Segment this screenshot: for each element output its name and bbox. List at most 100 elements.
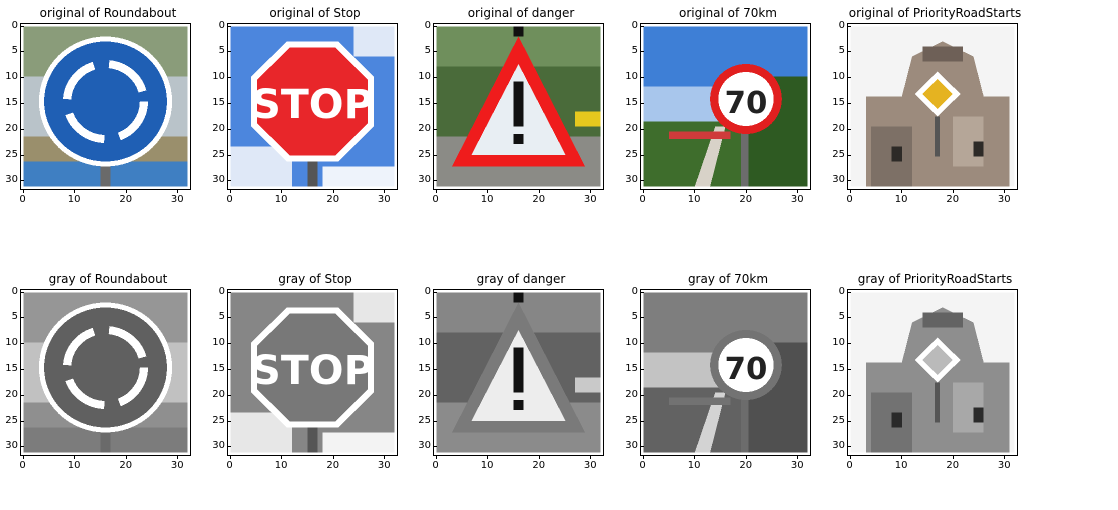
y-tick-label: 25 (618, 415, 644, 426)
image-axes: STOP (227, 289, 398, 456)
y-tick-label: 10 (0, 338, 24, 348)
y-tick-label: 0 (825, 20, 851, 31)
y-tick-label: 25 (0, 415, 24, 426)
x-tick-label: 30 (994, 456, 1014, 471)
x-tick-label: 0 (633, 456, 653, 471)
x-tick-label: 10 (684, 456, 704, 471)
x-tick-label: 10 (477, 190, 497, 205)
y-tick-label: 15 (411, 363, 437, 374)
y-tick-label: 25 (411, 149, 437, 160)
y-tick-label: 10 (0, 72, 24, 82)
x-tick-label: 20 (529, 190, 549, 205)
y-tick-label: 30 (825, 441, 851, 451)
sign-image: STOP (230, 292, 395, 453)
y-tick-label: 20 (618, 389, 644, 400)
y-tick-label: 25 (411, 415, 437, 426)
y-tick-label: 0 (0, 20, 24, 31)
sign-image (23, 292, 188, 453)
y-tick-label: 30 (0, 441, 24, 451)
y-tick-label: 15 (205, 363, 231, 374)
y-tick-label: 5 (825, 46, 851, 56)
image-panel: gray of Roundabout 0 5 10 15 20 25 30 0 10 20 30 (5, 270, 202, 510)
x-tick-label: 20 (736, 456, 756, 471)
y-tick-label: 20 (825, 389, 851, 400)
x-tick-label: 30 (374, 456, 394, 471)
y-tick-label: 0 (411, 20, 437, 31)
y-tick-label: 15 (618, 363, 644, 374)
x-tick-label: 30 (787, 190, 807, 205)
sign-image (436, 292, 601, 453)
y-tick-label: 10 (205, 338, 231, 348)
y-tick-label: 15 (825, 363, 851, 374)
y-tick-label: 25 (825, 149, 851, 160)
y-tick-label: 15 (0, 363, 24, 374)
y-tick-label: 20 (205, 389, 231, 400)
x-tick-label: 20 (529, 456, 549, 471)
panel-title: gray of danger (476, 272, 566, 286)
panel-title: gray of Stop (278, 272, 352, 286)
x-tick-label: 0 (13, 456, 33, 471)
panel-title: gray of 70km (687, 272, 769, 286)
x-tick-label: 0 (13, 190, 33, 205)
y-tick-label: 0 (205, 286, 231, 297)
y-tick-label: 10 (411, 72, 437, 82)
x-tick-label: 20 (116, 190, 136, 205)
y-tick-label: 25 (825, 415, 851, 426)
y-tick-label: 10 (411, 338, 437, 348)
sign-image (436, 26, 601, 187)
y-tick-label: 0 (618, 20, 644, 31)
y-tick-label: 0 (618, 286, 644, 297)
sign-image (850, 292, 1015, 453)
y-tick-label: 20 (205, 123, 231, 134)
sign-image: STOP (230, 26, 395, 187)
y-tick-label: 15 (0, 97, 24, 108)
y-tick-label: 30 (618, 441, 644, 451)
y-tick-label: 10 (618, 72, 644, 82)
x-tick-label: 30 (994, 190, 1014, 205)
panel-title: original of Roundabout (39, 6, 177, 20)
y-tick-label: 15 (618, 97, 644, 108)
y-tick-label: 20 (0, 123, 24, 134)
x-tick-label: 20 (943, 456, 963, 471)
y-tick-label: 20 (825, 123, 851, 134)
x-tick-label: 0 (633, 190, 653, 205)
x-tick-label: 10 (64, 456, 84, 471)
y-tick-label: 20 (411, 389, 437, 400)
y-tick-label: 0 (205, 20, 231, 31)
x-tick-label: 30 (580, 456, 600, 471)
y-tick-label: 30 (411, 441, 437, 451)
x-tick-label: 10 (271, 190, 291, 205)
x-tick-label: 20 (116, 456, 136, 471)
image-panel: original of Roundabout 0 5 10 15 20 25 30 0 10 20… (5, 4, 202, 244)
x-tick-label: 30 (374, 190, 394, 205)
y-tick-label: 25 (205, 149, 231, 160)
sign-image: 70 (643, 26, 808, 187)
x-tick-label: 10 (271, 456, 291, 471)
y-tick-label: 10 (825, 338, 851, 348)
y-tick-label: 20 (618, 123, 644, 134)
image-panel: original of PriorityRoadStarts 0 5 10 15 20 2… (832, 4, 1029, 244)
y-tick-label: 10 (205, 72, 231, 82)
image-panel: gray of danger 0 5 10 15 20 25 30 0 10 20 30 (418, 270, 615, 510)
x-tick-label: 20 (943, 190, 963, 205)
panel-title: original of Stop (269, 6, 361, 20)
y-tick-label: 30 (205, 175, 231, 185)
x-tick-label: 30 (787, 456, 807, 471)
sign-image (23, 26, 188, 187)
image-axes (20, 23, 191, 190)
image-panel: gray of PriorityRoadStarts 0 5 10 15 20 25 30 0… (832, 270, 1029, 510)
panel-title: original of danger (467, 6, 575, 20)
x-tick-label: 0 (840, 456, 860, 471)
y-tick-label: 30 (825, 175, 851, 185)
y-tick-label: 20 (411, 123, 437, 134)
y-tick-label: 0 (825, 286, 851, 297)
y-tick-label: 25 (205, 415, 231, 426)
y-tick-label: 30 (411, 175, 437, 185)
panel-title: gray of PriorityRoadStarts (857, 272, 1013, 286)
panel-title: gray of Roundabout (48, 272, 168, 286)
y-tick-label: 30 (205, 441, 231, 451)
image-axes: 70 (640, 23, 811, 190)
x-tick-label: 0 (426, 456, 446, 471)
y-tick-label: 5 (825, 312, 851, 322)
y-tick-label: 0 (0, 286, 24, 297)
